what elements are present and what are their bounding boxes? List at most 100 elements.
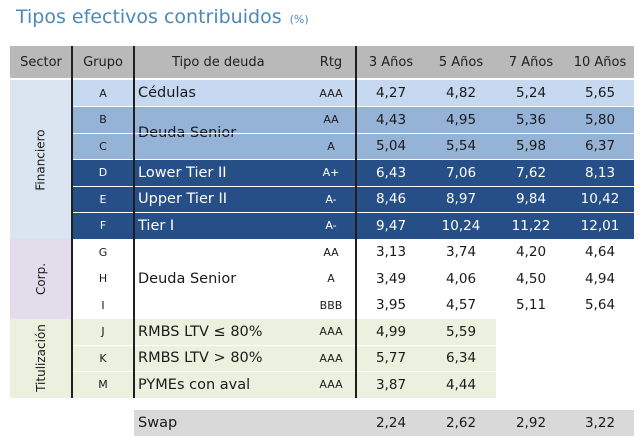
tipo-cell: Cédulas	[134, 80, 306, 107]
rtg-cell: A-	[306, 186, 356, 213]
tipo-cell: RMBS LTV ≤ 80%	[134, 318, 306, 345]
value-cell-v7: 4,20	[515, 244, 547, 261]
rtg-cell: AAA	[306, 345, 356, 372]
value-cell-v5: 4,95	[426, 106, 496, 133]
grupo-cell: J	[72, 318, 134, 345]
sector-label: Titulización	[34, 324, 48, 393]
tipo-cell: Upper Tier II	[134, 186, 306, 213]
value-cell-v3: 6,43	[356, 159, 426, 186]
value-cell-v3: 4,43	[356, 106, 426, 133]
rtg-cell: A+	[306, 159, 356, 186]
sector-cell-0: Financiero	[10, 80, 72, 239]
value-cell-v10: 4,94	[584, 270, 616, 287]
row-divider	[72, 265, 634, 266]
sector-cell-2: Titulización	[10, 318, 72, 398]
rates-table: Sector Grupo Tipo de deuda Rtg 3 Años 5 Años 7…	[10, 42, 634, 438]
value-cell-v3: 4,99	[356, 318, 426, 345]
grupo-cell: F	[72, 212, 134, 239]
value-cell-v7	[496, 319, 566, 346]
column-divider	[355, 46, 357, 398]
header-grupo: Grupo	[72, 46, 134, 78]
rtg-cell: AAA	[306, 371, 356, 398]
sector-cell-1: Corp.	[10, 239, 72, 319]
value-cell-v5: 7,06	[426, 159, 496, 186]
column-divider	[133, 46, 135, 398]
value-cell-v5: 4,06	[445, 270, 477, 287]
value-cell-v10	[566, 345, 634, 372]
value-cell-v10: 12,01	[566, 212, 634, 239]
value-cell-v3: 5,77	[356, 345, 426, 372]
grupo-cell: H	[98, 272, 108, 286]
header-sector: Sector	[10, 46, 72, 78]
row-divider	[72, 238, 634, 240]
tipo-cell: Tier I	[134, 212, 306, 239]
header-tipo: Tipo de deuda	[134, 46, 306, 78]
value-cell-v10: 6,37	[566, 133, 634, 160]
row-divider	[72, 371, 634, 372]
value-cell-v10	[566, 319, 634, 346]
sector-label: Corp.	[34, 262, 48, 295]
grupo-cell: K	[72, 345, 134, 372]
swap-value-v3: 2,24	[356, 410, 426, 436]
value-cell-v7: 5,36	[496, 106, 566, 133]
row-divider	[72, 185, 634, 187]
page-title: Tipos efectivos contribuidos (%)	[16, 6, 309, 28]
tipo-cell: PYMEs con aval	[134, 371, 306, 398]
grupo-cell: M	[72, 371, 134, 398]
header-rtg: Rtg	[306, 46, 356, 78]
grupo-cell: I	[101, 298, 105, 312]
value-cell-v5: 4,57	[445, 297, 477, 314]
header-7y: 7 Años	[496, 46, 566, 78]
row-divider	[72, 132, 634, 134]
row-divider	[72, 318, 634, 319]
header-10y: 10 Años	[566, 46, 634, 78]
rtg-cell: BBB	[319, 298, 343, 312]
title-text: Tipos efectivos contribuidos	[16, 6, 282, 28]
grupo-cell: C	[72, 133, 134, 160]
row-divider	[72, 212, 634, 213]
value-cell-v7: 9,84	[496, 186, 566, 213]
value-cell-v3: 3,87	[356, 371, 426, 398]
value-cell-v10: 4,64	[584, 244, 616, 261]
tipo-cell-senior-corp: Deuda Senior	[138, 270, 237, 287]
value-cell-v3: 8,46	[356, 186, 426, 213]
value-cell-v10: 5,64	[584, 297, 616, 314]
value-cell-v7: 4,50	[515, 270, 547, 287]
grupo-cell: A	[72, 80, 134, 107]
column-divider	[71, 46, 73, 398]
rtg-cell: AA	[323, 245, 339, 259]
value-cell-v7: 11,22	[496, 212, 566, 239]
row-divider	[72, 106, 634, 107]
rtg-cell: A	[327, 272, 335, 286]
value-cell-v5: 8,97	[426, 186, 496, 213]
value-cell-v7: 5,98	[496, 133, 566, 160]
value-cell-v7: 5,11	[515, 297, 547, 314]
title-unit: (%)	[289, 13, 309, 26]
sector-label: Financiero	[33, 128, 48, 191]
value-cell-v10: 5,65	[566, 80, 634, 107]
value-cell-v7: 5,24	[496, 80, 566, 107]
grupo-cell: G	[98, 245, 108, 259]
value-cell-v10: 8,13	[566, 159, 634, 186]
rtg-cell: AAA	[306, 318, 356, 345]
row-divider	[72, 159, 634, 160]
value-cell-v3: 3,95	[375, 297, 407, 314]
value-cell-v3: 9,47	[356, 212, 426, 239]
value-cell-v10: 5,80	[566, 106, 634, 133]
grupo-cell: B	[72, 106, 134, 133]
value-cell-v3: 3,13	[375, 244, 407, 261]
swap-label: Swap	[134, 410, 356, 436]
row-divider	[72, 291, 634, 293]
value-cell-v7	[496, 372, 566, 399]
grupo-cell: E	[72, 186, 134, 213]
rtg-cell: A	[306, 133, 356, 160]
grupo-cell: D	[72, 159, 134, 186]
value-cell-v5: 5,54	[426, 133, 496, 160]
value-cell-v5: 4,82	[426, 80, 496, 107]
value-cell-v10	[566, 372, 634, 399]
value-cell-v10: 10,42	[566, 186, 634, 213]
tipo-cell: Lower Tier II	[134, 159, 306, 186]
header-5y: 5 Años	[426, 46, 496, 78]
value-cell-v3: 3,49	[375, 270, 407, 287]
rtg-cell: AAA	[306, 80, 356, 107]
